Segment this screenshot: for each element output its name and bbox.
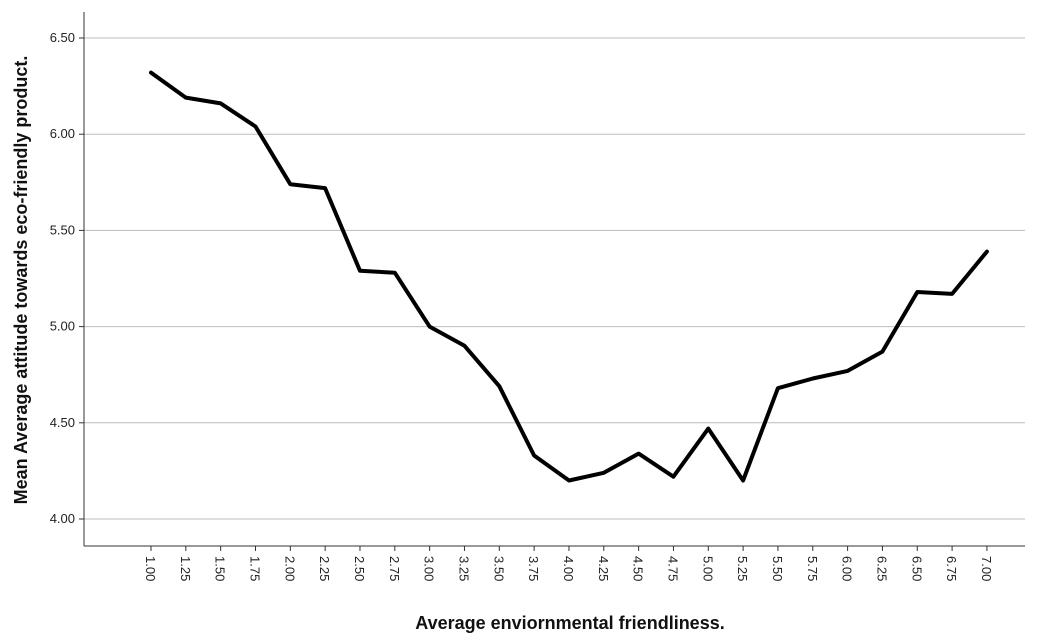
x-tick-label: 1.00 <box>143 556 158 581</box>
y-tick-labels: 4.00 4.50 5.00 5.50 6.00 6.50 <box>50 30 84 526</box>
y-tick-label: 4.50 <box>50 415 75 430</box>
x-tick-label: 2.25 <box>317 556 332 581</box>
gridlines <box>84 37 1025 520</box>
x-tick-label: 3.00 <box>422 556 437 581</box>
x-tick-label: 6.50 <box>909 556 924 581</box>
x-axis-title: Average enviornmental friendliness. <box>415 613 724 633</box>
x-tick-label: 1.50 <box>213 556 228 581</box>
x-tick-label: 4.50 <box>631 556 646 581</box>
x-tick-label: 5.25 <box>735 556 750 581</box>
x-tick-label: 7.00 <box>979 556 994 581</box>
x-tick-label: 6.75 <box>944 556 959 581</box>
x-tick-label: 3.25 <box>456 556 471 581</box>
x-tick-label: 5.50 <box>770 556 785 581</box>
x-tick-label: 4.25 <box>596 556 611 581</box>
y-tick-label: 5.00 <box>50 319 75 334</box>
x-tick-label: 3.75 <box>526 556 541 581</box>
x-tick-label: 1.75 <box>247 556 262 581</box>
y-axis-title: Mean Average attitude towards eco-friend… <box>11 56 31 505</box>
x-tick-label: 5.00 <box>700 556 715 581</box>
data-series <box>149 70 989 483</box>
x-tick-label: 4.00 <box>561 556 576 581</box>
x-tick-label: 1.25 <box>178 556 193 581</box>
x-tick-label: 2.50 <box>352 556 367 581</box>
x-tick-label: 3.50 <box>491 556 506 581</box>
x-tick-label: 5.75 <box>805 556 820 581</box>
x-tick-labels: 1.00 1.25 1.50 1.75 2.00 2.25 2.50 2.75 3.00 3.25… <box>143 546 994 581</box>
x-tick-label: 4.75 <box>665 556 680 581</box>
x-tick-label: 6.25 <box>874 556 889 581</box>
x-tick-label: 2.00 <box>282 556 297 581</box>
series-line <box>149 70 989 483</box>
y-tick-label: 4.00 <box>50 511 75 526</box>
x-tick-label: 6.00 <box>840 556 855 581</box>
y-tick-label: 6.00 <box>50 126 75 141</box>
y-tick-label: 5.50 <box>50 222 75 237</box>
x-tick-label: 2.75 <box>387 556 402 581</box>
y-tick-label: 6.50 <box>50 30 75 45</box>
